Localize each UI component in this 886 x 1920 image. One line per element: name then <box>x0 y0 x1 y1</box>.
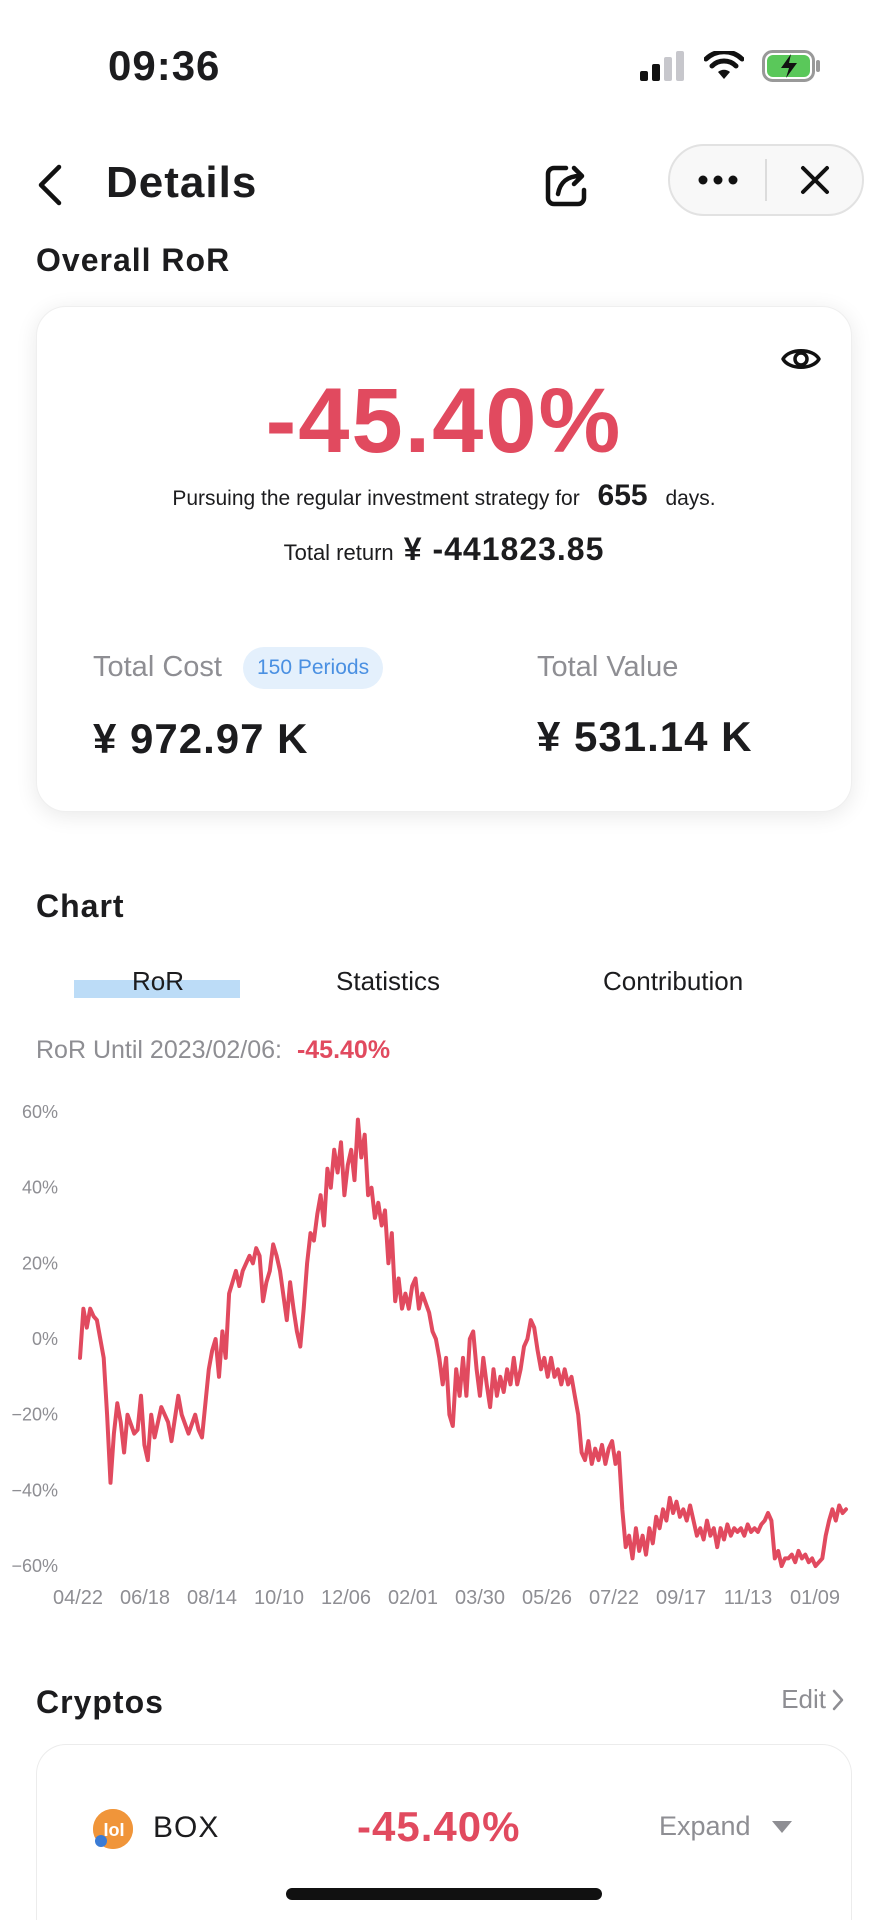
ror-until-value: -45.40% <box>296 1036 391 1064</box>
more-dots-icon <box>698 175 737 185</box>
expand-label: Expand <box>659 1811 751 1841</box>
overall-ror-title: Overall RoR <box>36 242 231 278</box>
total-value-value: ¥ 531.14 K <box>537 713 753 760</box>
eye-icon[interactable] <box>781 343 821 375</box>
x-tick-label: 11/13 <box>724 1587 773 1609</box>
overall-ror-card: -45.40% Pursuing the regular investment … <box>36 306 852 812</box>
back-arrow-icon[interactable] <box>28 160 72 210</box>
y-tick-label: 40% <box>22 1178 58 1198</box>
total-return-row: Total return ¥ -441823.85 <box>37 531 851 568</box>
ror-line-chart: 60% 40% 20% 0% −20% −40% −60% 04/22 06/18 08/14 10… <box>11 1102 848 1609</box>
tab-statistics[interactable]: Statistics <box>336 966 441 996</box>
box-coin-icon: IoI <box>93 1809 133 1849</box>
ror-series-line <box>78 1117 848 1568</box>
nav-bar: Details <box>0 140 886 230</box>
x-tick-label: 03/30 <box>455 1587 505 1609</box>
edit-label: Edit <box>781 1684 826 1714</box>
tab-contribution[interactable]: Contribution <box>603 966 744 996</box>
caret-down-icon <box>771 1820 792 1833</box>
more-button[interactable] <box>670 146 765 214</box>
status-bar: 09:36 <box>0 0 886 120</box>
active-tab-indicator <box>74 980 240 998</box>
tab-ror[interactable]: RoR <box>132 966 185 996</box>
x-tick-label: 04/22 <box>53 1587 103 1609</box>
x-tick-label: 05/26 <box>522 1587 572 1609</box>
y-tick-label: 20% <box>22 1253 58 1273</box>
x-tick-label: 02/01 <box>388 1587 438 1609</box>
x-tick-label: 06/18 <box>120 1587 170 1609</box>
close-icon <box>800 166 829 194</box>
page-title: Details <box>106 158 258 207</box>
status-icons <box>640 48 822 84</box>
coin-ror-value: -45.40% <box>357 1803 521 1850</box>
total-return-value: ¥ -441823.85 <box>403 531 605 567</box>
total-cost-label: Total Cost <box>93 651 222 683</box>
x-tick-label: 09/17 <box>656 1587 706 1609</box>
total-cost-value: ¥ 972.97 K <box>93 715 309 762</box>
wifi-icon <box>704 51 744 79</box>
y-tick-label: −20% <box>11 1405 58 1425</box>
y-tick-label: −40% <box>11 1480 58 1500</box>
x-tick-label: 10/10 <box>254 1587 304 1609</box>
battery-charging-icon <box>762 50 820 82</box>
capsule-divider <box>765 159 767 201</box>
y-tick-label: 60% <box>22 1102 58 1122</box>
svg-text:IoI: IoI <box>104 1820 125 1840</box>
x-tick-label: 08/14 <box>187 1587 237 1609</box>
overall-ror-value: -45.40% <box>265 370 623 472</box>
y-tick-label: 0% <box>32 1329 58 1349</box>
pursue-suffix: days. <box>665 487 716 510</box>
share-icon[interactable] <box>540 158 594 212</box>
edit-link[interactable]: Edit <box>781 1684 844 1715</box>
days-count: 655 <box>597 479 648 512</box>
ror-until-label: RoR Until 2023/02/06: <box>36 1036 282 1064</box>
home-indicator <box>286 1888 602 1900</box>
close-button[interactable] <box>767 146 862 214</box>
chart-section-title: Chart <box>36 888 125 924</box>
y-tick-label: −60% <box>11 1556 58 1576</box>
x-tick-label: 07/22 <box>589 1587 639 1609</box>
expand-button[interactable]: Expand <box>659 1811 793 1842</box>
ror-until-row: RoR Until 2023/02/06: -45.40% <box>36 1036 390 1065</box>
coin-name: BOX <box>153 1811 220 1844</box>
strategy-duration-text: Pursuing the regular investment strategy… <box>37 479 851 513</box>
mini-program-capsule <box>668 144 864 216</box>
pursue-prefix: Pursuing the regular investment strategy… <box>172 487 580 510</box>
total-return-label: Total return <box>283 540 394 565</box>
x-tick-label: 01/09 <box>790 1587 840 1609</box>
periods-badge: 150 Periods <box>243 647 384 689</box>
total-value-label: Total Value <box>537 651 679 683</box>
status-time: 09:36 <box>108 42 221 89</box>
chevron-right-icon <box>832 1689 844 1710</box>
cryptos-section-title: Cryptos <box>36 1684 164 1720</box>
x-tick-label: 12/06 <box>321 1587 371 1609</box>
cellular-signal-icon <box>640 51 684 81</box>
